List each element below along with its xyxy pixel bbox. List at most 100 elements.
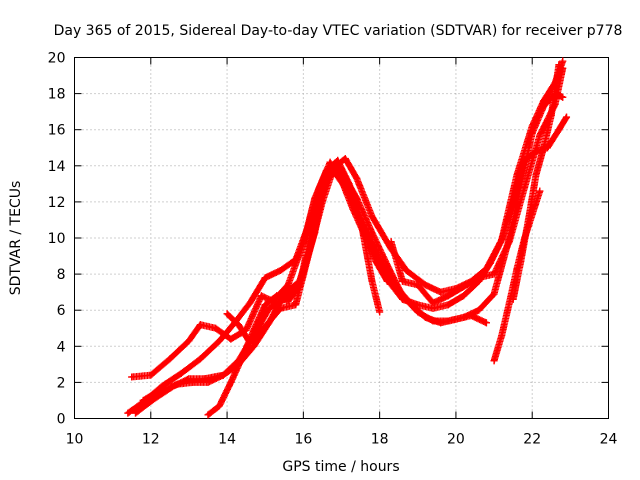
data-point	[559, 93, 567, 101]
data-point	[189, 378, 197, 386]
data-point	[368, 229, 376, 237]
data-point	[173, 380, 181, 388]
data-point	[353, 194, 361, 202]
data-point	[486, 259, 494, 267]
data-point	[521, 183, 529, 191]
data-point	[177, 369, 185, 377]
data-points	[124, 57, 571, 419]
data-point	[154, 387, 162, 395]
data-point	[437, 288, 445, 296]
data-point	[353, 174, 361, 182]
ticks	[74, 57, 609, 419]
y-tick-label: 6	[57, 303, 66, 319]
data-point	[460, 313, 468, 321]
y-tick-label: 2	[57, 375, 66, 391]
data-point	[536, 131, 544, 139]
data-point	[555, 61, 563, 69]
data-point	[261, 274, 269, 282]
data-point	[215, 402, 223, 410]
y-tick-label: 16	[48, 123, 66, 139]
x-axis-title: GPS time / hours	[282, 459, 399, 475]
x-tick-label: 10	[66, 432, 84, 448]
data-point	[376, 308, 384, 316]
data-point	[246, 299, 254, 307]
data-point	[528, 129, 536, 137]
data-point	[402, 266, 410, 274]
data-point	[482, 319, 490, 327]
data-point	[524, 216, 532, 224]
data-point	[261, 301, 269, 309]
y-axis-title: SDTVAR / TECUs	[8, 181, 24, 296]
data-point	[200, 375, 208, 383]
series-markers	[387, 64, 567, 307]
x-tick-label: 18	[371, 432, 389, 448]
y-tick-label: 14	[48, 159, 66, 175]
data-point	[414, 281, 422, 289]
data-point	[536, 187, 544, 195]
data-point	[540, 102, 548, 110]
data-point	[559, 57, 567, 65]
x-tick-label: 12	[142, 432, 160, 448]
x-tick-label: 16	[294, 432, 312, 448]
data-point	[532, 171, 540, 179]
data-point	[185, 337, 193, 345]
y-tick-label: 10	[48, 231, 66, 247]
data-point	[490, 357, 498, 365]
data-point	[540, 144, 548, 152]
y-tick-labels: 0 2 4 6 8 10 12 14 16 18 20	[48, 51, 66, 428]
data-point	[475, 274, 483, 282]
data-point	[444, 301, 452, 309]
data-point	[227, 378, 235, 386]
data-point	[196, 321, 204, 329]
data-point	[368, 277, 376, 285]
data-point	[219, 371, 227, 379]
data-point	[204, 378, 212, 386]
data-point	[383, 261, 391, 269]
data-point	[399, 292, 407, 300]
series-track-7	[387, 64, 567, 307]
data-point	[498, 331, 506, 339]
x-tick-label: 24	[600, 432, 618, 448]
data-point	[166, 355, 174, 363]
data-point	[250, 342, 258, 350]
x-tick-label: 14	[218, 432, 236, 448]
data-point	[250, 326, 258, 334]
data-point	[204, 411, 212, 419]
data-point	[124, 409, 132, 417]
data-point	[547, 111, 555, 119]
data-point	[196, 355, 204, 363]
x-tick-label: 20	[447, 432, 465, 448]
y-tick-label: 20	[48, 51, 66, 67]
data-point	[517, 257, 525, 265]
data-point	[276, 304, 284, 312]
data-point	[128, 373, 136, 381]
data-point	[505, 299, 513, 307]
data-point	[276, 266, 284, 274]
data-point	[238, 353, 246, 361]
y-tick-label: 0	[57, 412, 66, 428]
y-tick-label: 8	[57, 267, 66, 283]
series-track-6	[223, 90, 567, 347]
data-point	[414, 308, 422, 316]
data-point	[212, 324, 220, 332]
y-tick-label: 4	[57, 339, 66, 355]
x-tick-label: 22	[523, 432, 541, 448]
y-tick-label: 18	[48, 87, 66, 103]
data-point	[429, 299, 437, 307]
data-point	[444, 292, 452, 300]
data-point	[257, 292, 265, 300]
data-point	[147, 371, 155, 379]
data-point	[273, 292, 281, 300]
data-point	[509, 295, 517, 303]
data-point	[555, 126, 563, 134]
data-point	[429, 317, 437, 325]
data-point	[475, 306, 483, 314]
data-point	[322, 171, 330, 179]
data-point	[490, 290, 498, 298]
data-point	[490, 270, 498, 278]
data-point	[460, 283, 468, 291]
data-point	[338, 167, 345, 175]
data-point	[368, 212, 376, 220]
series-track-9	[509, 61, 563, 303]
